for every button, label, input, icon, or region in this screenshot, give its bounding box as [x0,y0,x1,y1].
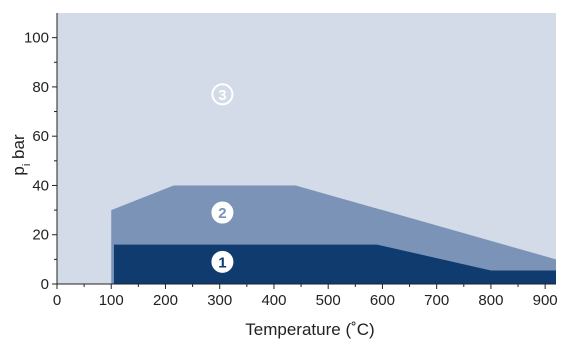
y-axis-title-main: p [9,166,28,175]
x-tick-label: 100 [99,292,124,309]
y-axis-title-subscript: i [21,164,33,166]
x-tick-label: 400 [261,292,286,309]
axes-layer [56,13,556,285]
region-2-label: 2 [218,205,226,222]
y-tick-label: 100 [24,30,49,47]
x-tick-label: 0 [53,292,61,309]
region-layer [57,13,557,284]
x-axis-title: Temperature (˚C) [245,320,374,339]
region-label-layer: 3 2 1 [211,83,234,273]
x-tick-label: 500 [316,292,341,309]
region-3-circle [211,83,234,106]
x-tick-label: 200 [153,292,178,309]
y-axis-title: pi bar [9,134,33,176]
region-2-label-group: 2 [211,201,234,224]
tick-layer: 0 100 200 300 400 500 600 700 800 900 0 20 40 60 80 100 [24,30,558,309]
x-tick-label: 900 [533,292,558,309]
region-2-circle [211,201,234,224]
x-tick-label: 600 [370,292,395,309]
y-tick-label: 20 [32,227,49,244]
region-3-label: 3 [218,87,226,104]
y-tick-label: 80 [32,79,49,96]
region-1-label: 1 [218,254,226,271]
x-tick-label: 700 [424,292,449,309]
x-tick-label: 300 [207,292,232,309]
y-axis-title-unit: bar [9,134,28,164]
y-tick-label: 60 [32,128,49,145]
x-tick-label: 800 [478,292,503,309]
y-tick-label: 0 [41,276,49,293]
y-tick-label: 40 [32,177,49,194]
region-3-label-group: 3 [211,83,234,106]
y-axis-title-group: pi bar [9,134,33,176]
region-1-circle [211,250,234,273]
region-1-label-group: 1 [211,250,234,273]
